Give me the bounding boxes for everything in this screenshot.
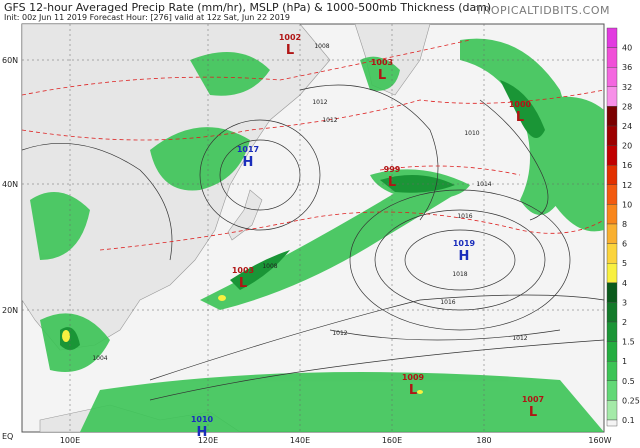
pressure-center-symbol: L: [409, 383, 417, 398]
isobar-label: 1016: [440, 299, 455, 306]
colorbar-swatch: [606, 27, 618, 48]
colorbar-swatch: [606, 302, 618, 323]
isobar-label: 1012: [512, 335, 527, 342]
pressure-center-symbol: L: [239, 276, 247, 291]
colorbar-label: 32: [622, 83, 632, 92]
site-name: TROPICALTIDBITS.COM: [475, 4, 610, 17]
colorbar-label: 2: [622, 318, 627, 327]
longitude-label: 120E: [198, 436, 218, 445]
colorbar-swatch: [606, 223, 618, 244]
pressure-center-symbol: H: [459, 249, 470, 264]
colorbar-swatch: [606, 400, 618, 421]
longitude-label: 140E: [290, 436, 310, 445]
colorbar-swatch: [606, 380, 618, 401]
pressure-center-symbol: L: [286, 43, 294, 58]
pressure-center-symbol: L: [388, 175, 396, 190]
colorbar-swatch: [606, 361, 618, 382]
colorbar-label: 36: [622, 63, 632, 72]
colorbar-label: 10: [622, 200, 632, 209]
colorbar-swatch: [606, 263, 618, 284]
colorbar-label: 24: [622, 122, 632, 131]
colorbar-swatch: [606, 125, 618, 146]
isobar-label: 1012: [312, 99, 327, 106]
pressure-center-symbol: L: [378, 68, 386, 83]
colorbar-label: 0.1: [622, 416, 635, 425]
longitude-label: 160W: [588, 436, 611, 445]
colorbar-swatch: [606, 282, 618, 303]
isobar-label: 1012: [332, 330, 347, 337]
map-init-info: Init: 00z Jun 11 2019 Forecast Hour: [27…: [4, 13, 290, 22]
isobar-label: 1014: [476, 181, 491, 188]
isobar-label: 1008: [262, 263, 277, 270]
colorbar-label: 1.5: [622, 338, 635, 347]
colorbar-label: 28: [622, 102, 632, 111]
colorbar-swatch: [606, 204, 618, 225]
pressure-value: 1000: [509, 100, 532, 109]
latitude-label: 40N: [2, 180, 18, 189]
pressure-value: 999: [384, 165, 401, 174]
colorbar-swatch: [606, 145, 618, 166]
latitude-label: EQ: [2, 432, 13, 441]
colorbar-label: 40: [622, 44, 632, 53]
pressure-value: 1003: [371, 58, 393, 67]
map-body: [22, 24, 604, 432]
pressure-value: 1003: [232, 266, 254, 275]
colorbar-label: 6: [622, 240, 627, 249]
colorbar-label: 12: [622, 181, 632, 190]
colorbar-swatch: [606, 243, 618, 264]
colorbar-swatch: [606, 184, 618, 205]
colorbar-swatch: [606, 106, 618, 127]
colorbar-label: 0.25: [622, 396, 640, 405]
colorbar-swatch: [606, 164, 618, 185]
longitude-label: 100E: [60, 436, 80, 445]
colorbar-swatch: [606, 341, 618, 362]
isobar-label: 1012: [322, 117, 337, 124]
colorbar-label: 3: [622, 298, 627, 307]
colorbar-label: 20: [622, 142, 632, 151]
colorbar-swatch: [606, 419, 618, 427]
longitude-label: 180: [476, 436, 491, 445]
pressure-center-symbol: H: [197, 425, 208, 440]
longitude-label: 160E: [382, 436, 402, 445]
colorbar-label: 1: [622, 357, 627, 366]
isobar-label: 1008: [314, 43, 329, 50]
latitude-label: 20N: [2, 306, 18, 315]
colorbar-label: 5: [622, 259, 627, 268]
colorbar-label: 8: [622, 220, 627, 229]
isobar-label: 1018: [452, 271, 467, 278]
colorbar-label: 4: [622, 279, 627, 288]
latitude-label: 60N: [2, 56, 18, 65]
colorbar-label: 16: [622, 161, 632, 170]
colorbar-swatch: [606, 47, 618, 68]
pressure-value: 1009: [402, 373, 425, 382]
pressure-value: 1017: [237, 145, 259, 154]
pressure-value: 1007: [522, 395, 544, 404]
pressure-center-symbol: L: [516, 110, 524, 125]
colorbar-swatch: [606, 86, 618, 107]
pressure-center-symbol: H: [243, 155, 254, 170]
isobar-label: 1016: [457, 213, 472, 220]
colorbar-swatch: [606, 321, 618, 342]
colorbar-swatch: [606, 66, 618, 87]
isobar-label: 1010: [464, 130, 479, 137]
isobar-label: 1004: [92, 355, 107, 362]
pressure-value: 1019: [453, 239, 476, 248]
colorbar-label: 0.5: [622, 377, 635, 386]
pressure-value: 1002: [279, 33, 301, 42]
pressure-center-symbol: L: [529, 405, 537, 420]
map-title: GFS 12-hour Averaged Precip Rate (mm/hr)…: [4, 1, 492, 14]
pressure-value: 1010: [191, 415, 214, 424]
